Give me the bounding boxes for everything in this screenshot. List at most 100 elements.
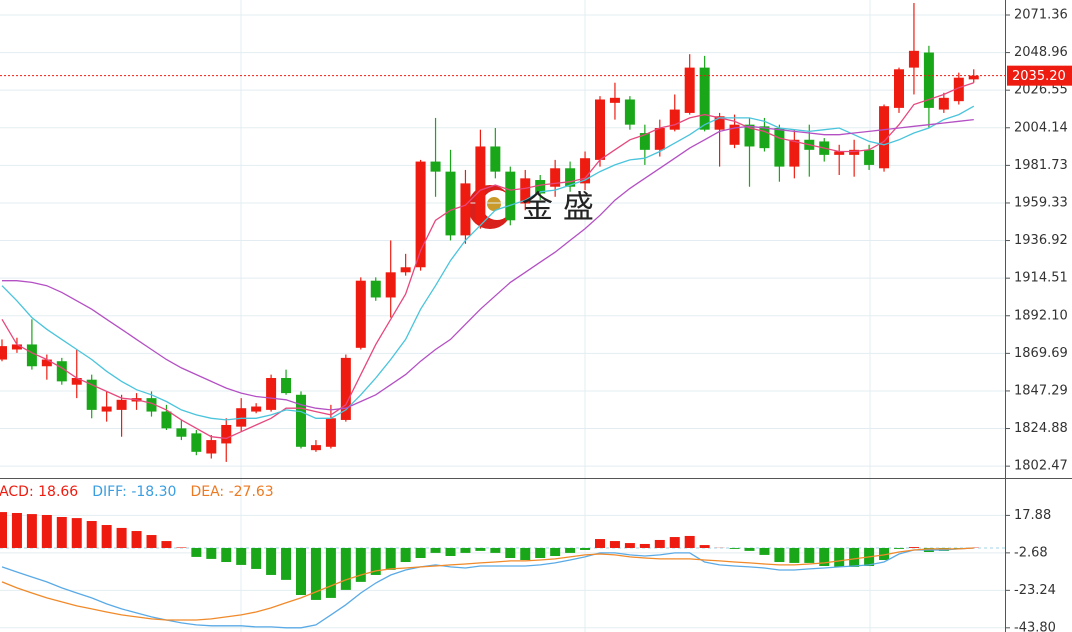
candle-body	[325, 418, 336, 447]
candle-body	[849, 149, 860, 155]
y-tick-label: 1824.88	[1014, 421, 1068, 436]
macd-bar	[71, 518, 82, 548]
candle-body	[385, 272, 396, 298]
y-tick-label: 17.88	[1014, 508, 1051, 523]
macd-bar	[385, 547, 396, 570]
candle-body	[879, 106, 890, 169]
y-tick-label: 2071.36	[1014, 7, 1068, 22]
macd-bar	[400, 547, 411, 563]
candle-body	[609, 97, 620, 103]
macd-bar	[744, 547, 755, 551]
candle-body	[669, 109, 680, 130]
macd-bar	[445, 547, 456, 556]
macd-bar	[834, 547, 845, 567]
macd-bar	[11, 512, 22, 548]
y-tick-label: 1914.51	[1014, 271, 1068, 286]
legend-label: DEA: -27.63	[190, 484, 273, 500]
candle-body	[535, 180, 546, 194]
macd-bar	[146, 535, 157, 548]
candle-body	[266, 378, 277, 410]
current-price-label: 2035.20	[1012, 69, 1066, 84]
macd-bar	[0, 512, 7, 548]
candle-body	[251, 406, 262, 412]
candle-body	[639, 133, 650, 150]
candle-body	[430, 161, 441, 172]
candle-body	[101, 406, 112, 412]
candle-body	[789, 139, 800, 167]
candle-body	[206, 440, 217, 454]
macd-bar	[774, 547, 785, 563]
y-tick-label: 1847.29	[1014, 383, 1068, 398]
candle-body	[415, 161, 426, 268]
macd-bar	[580, 547, 591, 550]
candle-body	[281, 378, 292, 394]
candle-body	[221, 424, 232, 444]
candle-body	[0, 346, 7, 360]
candle-body	[26, 344, 37, 367]
macd-bar	[460, 547, 471, 553]
candle-body	[370, 280, 381, 298]
candle-body	[894, 69, 904, 108]
macd-bar	[490, 547, 501, 553]
candle-body	[146, 398, 157, 412]
macd-bar	[759, 547, 770, 555]
ma-line	[1, 82, 975, 440]
macd-bar	[894, 547, 904, 549]
candle-body	[654, 128, 665, 150]
macd-bar	[595, 539, 605, 548]
candle-body	[744, 124, 755, 147]
macd-bar	[340, 547, 351, 590]
candle-body	[41, 359, 52, 367]
y-tick-label: 2004.14	[1014, 120, 1068, 135]
macd-bar	[609, 541, 620, 548]
macd-bar	[624, 543, 635, 548]
macd-bar	[296, 547, 306, 596]
candle-body	[475, 146, 486, 224]
candle-body	[71, 378, 82, 385]
candle-body	[460, 183, 471, 236]
candle-body	[624, 99, 635, 125]
macd-bar	[116, 527, 127, 548]
macd-bar	[684, 535, 695, 548]
y-tick-label: 1936.92	[1014, 233, 1068, 248]
macd-bar	[325, 547, 336, 598]
candle-body	[355, 280, 366, 348]
candle-body	[296, 394, 306, 447]
macd-bar	[430, 547, 441, 553]
macd-bar	[221, 547, 232, 563]
candle-body	[908, 50, 919, 68]
candle-body	[938, 97, 949, 110]
macd-bar	[206, 547, 217, 559]
macd-bar	[654, 539, 665, 548]
macd-bar	[908, 547, 919, 548]
candle-body	[699, 67, 710, 130]
macd-bar	[475, 547, 486, 551]
candle-body	[923, 52, 934, 108]
macd-bar	[415, 547, 426, 559]
candle-body	[684, 67, 695, 113]
candle-body	[774, 128, 785, 167]
candle-body	[56, 361, 67, 382]
macd-bar	[639, 543, 650, 548]
macd-bar	[191, 547, 202, 557]
macd-bar	[310, 547, 321, 600]
macd-bar	[550, 547, 561, 556]
macd-bar	[370, 547, 381, 575]
candle-body	[236, 408, 247, 427]
y-tick-label: 1892.10	[1014, 308, 1068, 323]
macd-bar	[86, 521, 97, 548]
candle-body	[116, 399, 127, 410]
macd-bar	[131, 531, 142, 548]
macd-bar	[699, 545, 710, 548]
macd-bar	[176, 547, 187, 548]
macd-bar	[535, 547, 546, 559]
macd-bar	[26, 514, 37, 548]
candle-body	[520, 178, 531, 204]
macd-line	[1, 547, 974, 621]
y-tick-label: 1802.47	[1014, 459, 1068, 474]
candle-body	[340, 357, 351, 420]
macd-bar	[520, 547, 531, 561]
ma-line	[1, 105, 975, 421]
y-tick-label: -2.68	[1014, 545, 1048, 560]
